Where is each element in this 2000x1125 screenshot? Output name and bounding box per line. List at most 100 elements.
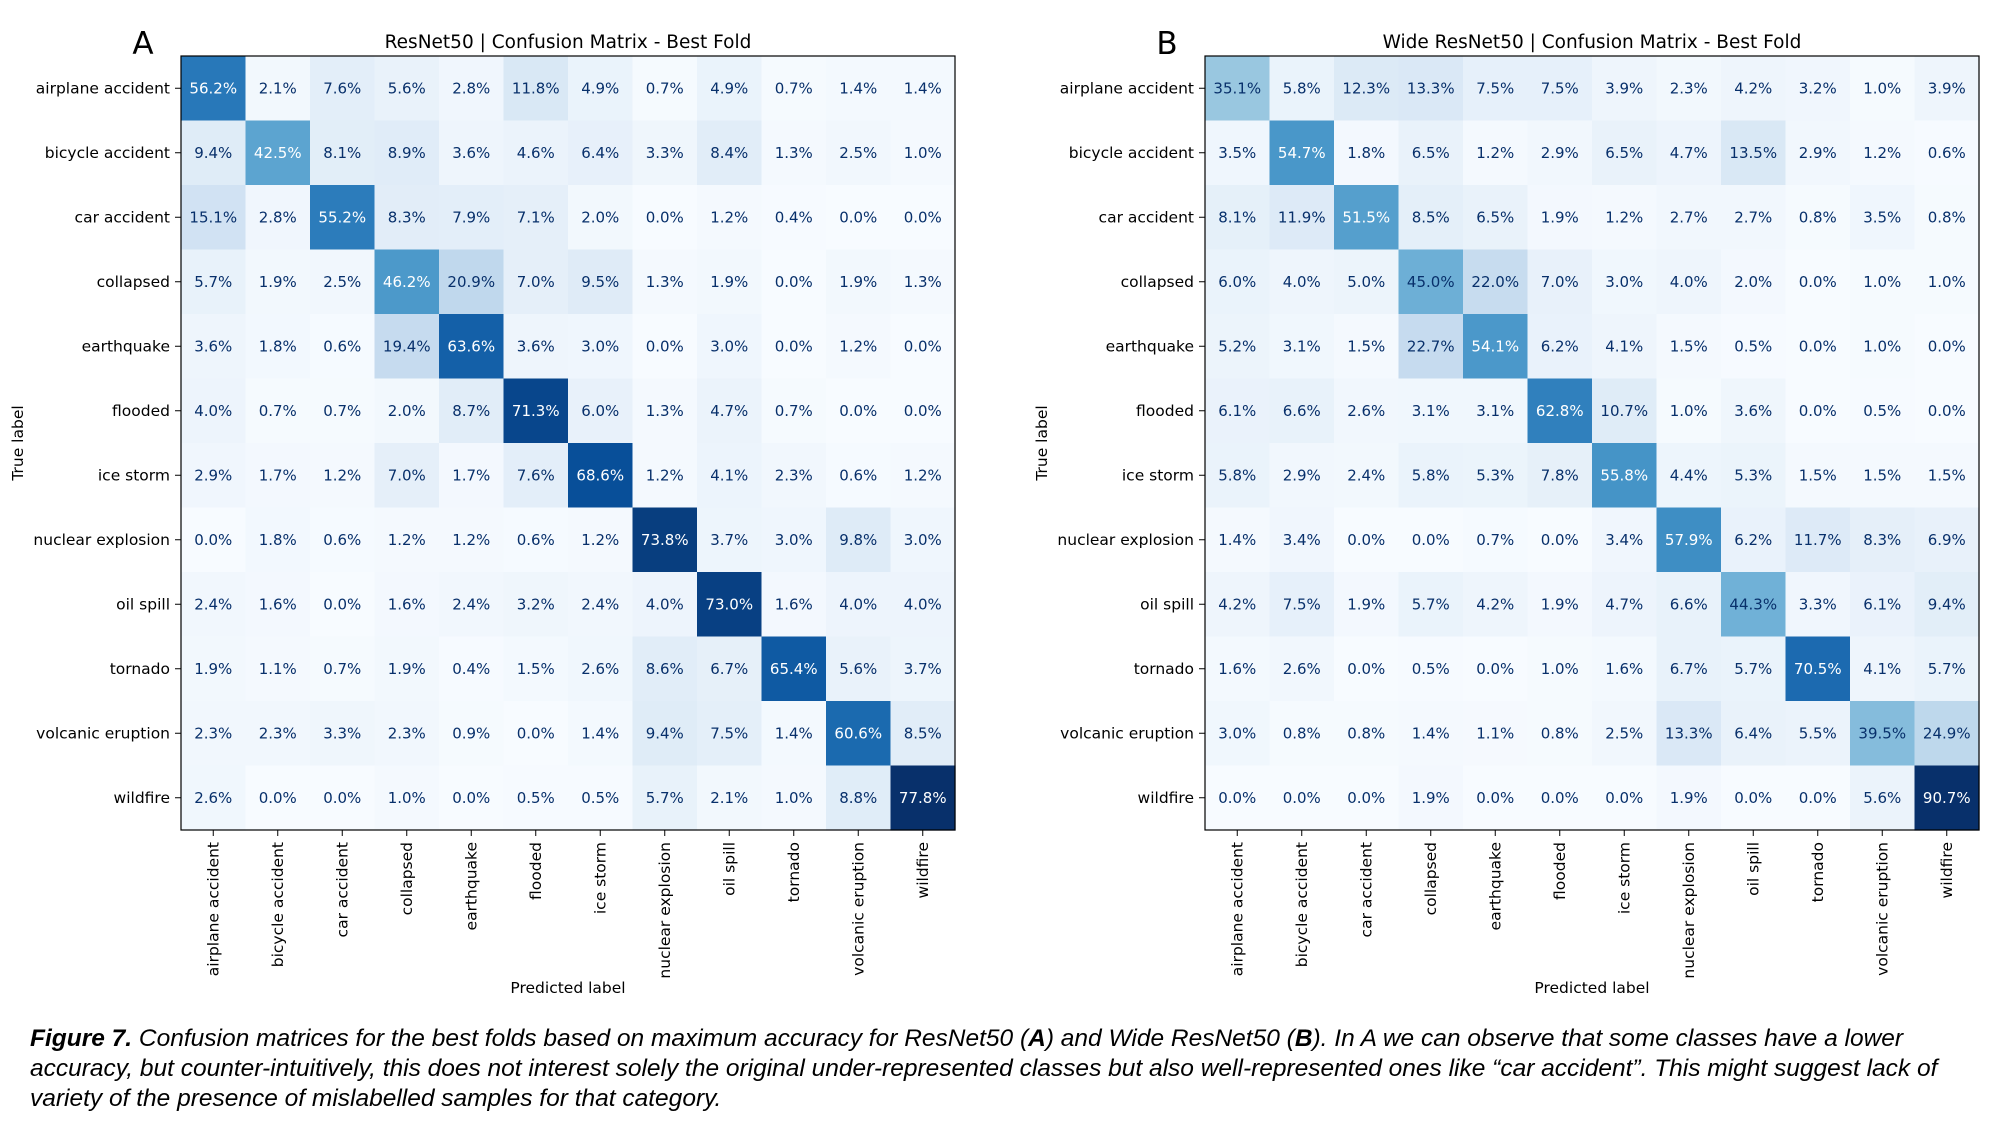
x-tick-label: tornado: [1809, 842, 1827, 902]
matrix-cell: [1592, 249, 1658, 315]
x-tick-label: nuclear explosion: [656, 842, 674, 979]
cell-value-label: 5.7%: [646, 789, 684, 807]
cell-value-label: 1.9%: [710, 273, 748, 291]
cell-value-label: 22.0%: [1471, 273, 1519, 291]
cell-value-label: 0.5%: [1412, 660, 1450, 678]
cell-value-label: 1.0%: [1863, 337, 1901, 355]
matrix-cell: [1721, 572, 1787, 638]
cell-value-label: 51.5%: [1342, 208, 1390, 226]
matrix-cell: [1527, 701, 1593, 767]
y-axis-label: True label: [1033, 405, 1051, 481]
matrix-cell: [826, 636, 892, 702]
cell-value-label: 4.9%: [710, 79, 748, 97]
cell-value-label: 13.3%: [1665, 724, 1713, 742]
cell-value-label: 9.5%: [581, 273, 619, 291]
matrix-cell: [1205, 185, 1271, 251]
x-tick-label: airplane accident: [1228, 842, 1246, 976]
cell-value-label: 0.0%: [517, 724, 555, 742]
cell-value-label: 3.0%: [581, 337, 619, 355]
matrix-cell: [181, 120, 247, 186]
matrix-cell: [632, 249, 698, 315]
matrix-cell: [310, 443, 376, 509]
matrix-cell: [1656, 701, 1722, 767]
matrix-cell: [503, 185, 569, 251]
cell-value-label: 20.9%: [447, 273, 495, 291]
cell-value-label: 3.0%: [710, 337, 748, 355]
matrix-cell: [632, 185, 698, 251]
matrix-cell: [1721, 378, 1787, 444]
matrix-cell: [1785, 249, 1851, 315]
matrix-cell: [503, 249, 569, 315]
caption-panel-a: A: [1028, 1025, 1046, 1052]
matrix-cell: [310, 507, 376, 573]
cell-value-label: 0.8%: [1283, 724, 1321, 742]
cell-value-label: 1.2%: [839, 337, 877, 355]
matrix-cell: [568, 56, 634, 122]
matrix-cell: [503, 378, 569, 444]
x-tick-label: wildfire: [1938, 842, 1956, 898]
matrix-cell: [1527, 185, 1593, 251]
cell-value-label: 15.1%: [189, 208, 237, 226]
cell-value-label: 0.5%: [1863, 402, 1901, 420]
cell-value-label: 62.8%: [1536, 402, 1584, 420]
y-tick-label: tornado: [1134, 660, 1194, 678]
cell-value-label: 0.0%: [1347, 531, 1385, 549]
matrix-cell: [1205, 314, 1271, 380]
matrix-cell: [1785, 765, 1851, 831]
cell-value-label: 54.1%: [1471, 337, 1519, 355]
cell-value-label: 45.0%: [1407, 273, 1455, 291]
cell-value-label: 8.4%: [710, 144, 748, 162]
cell-value-label: 4.2%: [1734, 79, 1772, 97]
cell-value-label: 1.8%: [1347, 144, 1385, 162]
cell-value-label: 3.7%: [710, 531, 748, 549]
cell-value-label: 0.0%: [194, 531, 232, 549]
cell-value-label: 0.9%: [452, 724, 490, 742]
cell-value-label: 8.7%: [452, 402, 490, 420]
cell-value-label: 1.7%: [452, 466, 490, 484]
cell-value-label: 2.9%: [1799, 144, 1837, 162]
cell-value-label: 5.8%: [1283, 79, 1321, 97]
cell-value-label: 90.7%: [1923, 789, 1971, 807]
cell-value-label: 4.0%: [1283, 273, 1321, 291]
cell-value-label: 5.6%: [388, 79, 426, 97]
matrix-cell: [697, 765, 763, 831]
cell-value-label: 1.9%: [1412, 789, 1450, 807]
matrix-cell: [761, 56, 827, 122]
matrix-cell: [1334, 120, 1400, 186]
cell-value-label: 1.0%: [1670, 402, 1708, 420]
matrix-cell: [1527, 314, 1593, 380]
matrix-cell: [1269, 636, 1335, 702]
cell-value-label: 2.6%: [1347, 402, 1385, 420]
cell-value-label: 0.0%: [1605, 789, 1643, 807]
matrix-cell: [761, 314, 827, 380]
matrix-cell: [181, 378, 247, 444]
matrix-cell: [697, 249, 763, 315]
matrix-cell: [1656, 185, 1722, 251]
matrix-cell: [1914, 765, 1980, 831]
cell-value-label: 70.5%: [1794, 660, 1842, 678]
matrix-cell: [1656, 120, 1722, 186]
matrix-cell: [1850, 765, 1916, 831]
matrix-cell: [245, 636, 311, 702]
cell-value-label: 24.9%: [1923, 724, 1971, 742]
cell-value-label: 0.0%: [1799, 789, 1837, 807]
matrix-cell: [890, 765, 956, 831]
cell-value-label: 71.3%: [512, 402, 560, 420]
matrix-cell: [503, 314, 569, 380]
cell-value-label: 1.9%: [839, 273, 877, 291]
matrix-cell: [632, 56, 698, 122]
caption-text-2: ) and Wide ResNet50 (: [1045, 1025, 1295, 1052]
cell-value-label: 1.9%: [259, 273, 297, 291]
matrix-cell: [1398, 120, 1464, 186]
cell-value-label: 4.0%: [839, 595, 877, 613]
cell-value-label: 0.8%: [1928, 208, 1966, 226]
matrix-cell: [1850, 443, 1916, 509]
matrix-cell: [761, 185, 827, 251]
matrix-cell: [826, 185, 892, 251]
matrix-cell: [632, 765, 698, 831]
cell-value-label: 8.9%: [388, 144, 426, 162]
matrix-cell: [826, 314, 892, 380]
matrix-cell: [1334, 701, 1400, 767]
y-tick-label: wildfire: [114, 789, 170, 807]
cell-value-label: 3.9%: [1928, 79, 1966, 97]
